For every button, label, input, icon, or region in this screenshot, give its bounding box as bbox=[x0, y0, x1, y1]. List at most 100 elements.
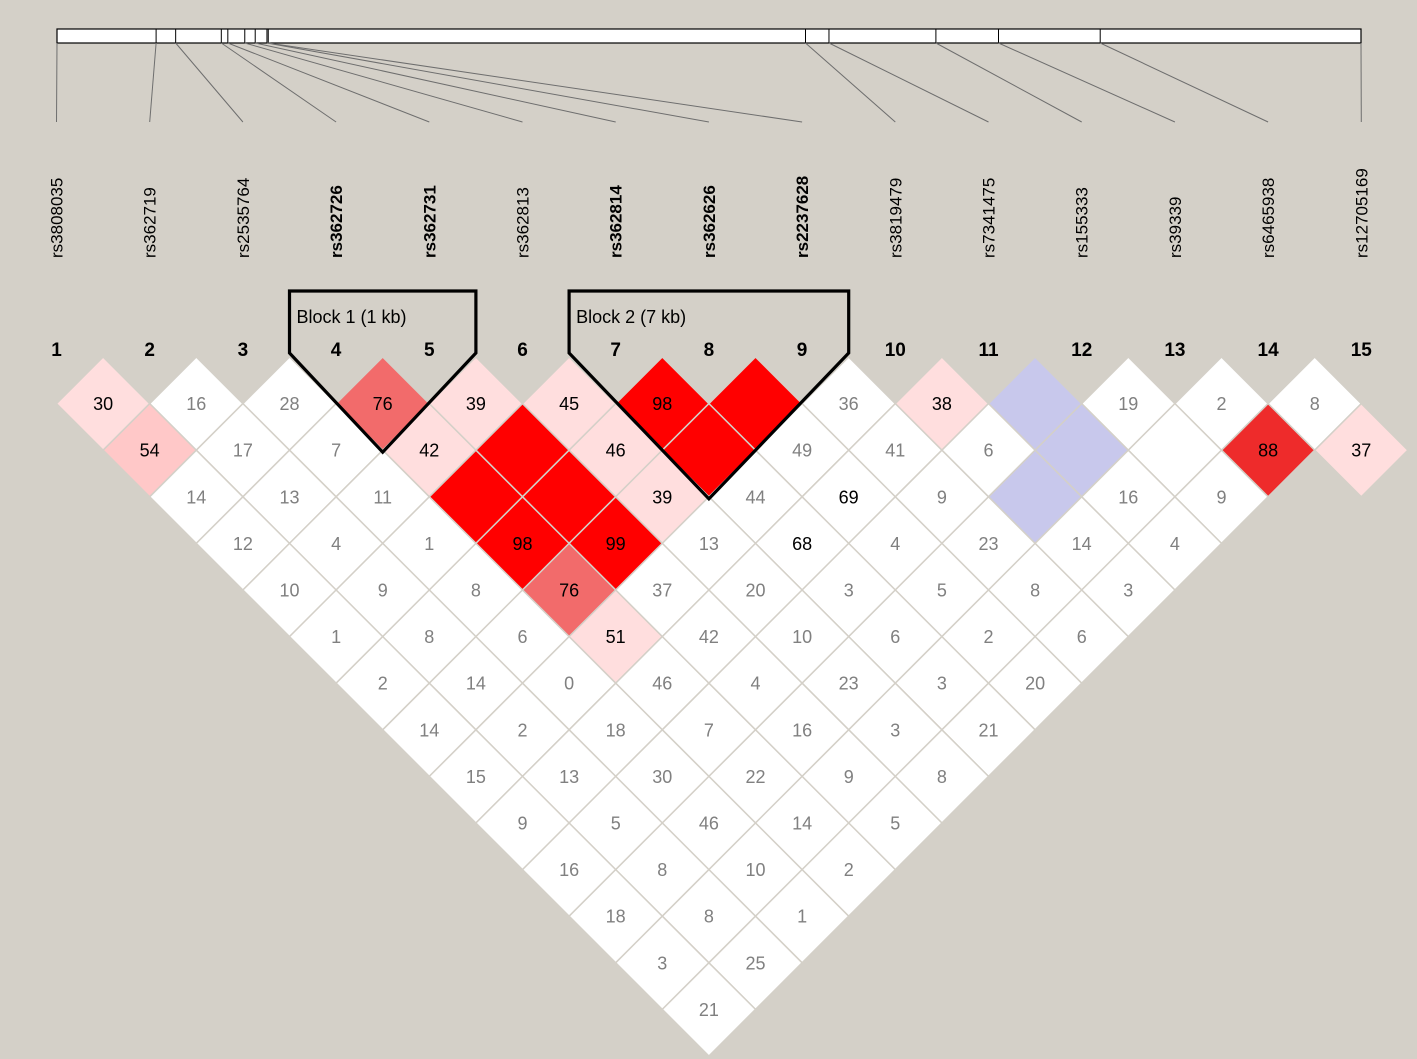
ld-cell bbox=[1313, 402, 1409, 498]
snp-connector-lines bbox=[56, 42, 1362, 123]
ld-cell-value: 49 bbox=[792, 441, 812, 461]
ld-cell-value: 3 bbox=[890, 720, 900, 740]
snp-connector bbox=[1099, 42, 1269, 123]
ld-cell-value: 10 bbox=[792, 627, 812, 647]
snp-name-label: rs2535764 bbox=[234, 178, 253, 258]
snp-name-label: rs155333 bbox=[1073, 187, 1092, 258]
ld-cell-value: 2 bbox=[517, 720, 527, 740]
ld-cell-value: 21 bbox=[699, 1000, 719, 1020]
snp-name-label: rs6465938 bbox=[1259, 178, 1278, 258]
ld-cell-value: 36 bbox=[839, 394, 859, 414]
ld-cell-value: 44 bbox=[745, 487, 765, 507]
snp-name-label: rs2237628 bbox=[793, 176, 812, 258]
ld-cell-value: 18 bbox=[606, 720, 626, 740]
snp-connector bbox=[268, 42, 803, 123]
ld-cell-value: 28 bbox=[279, 394, 299, 414]
ld-cell-value: 9 bbox=[844, 767, 854, 787]
ld-cell-value: 18 bbox=[606, 907, 626, 927]
ld-cell-value: 14 bbox=[466, 674, 486, 694]
ld-cell-value: 9 bbox=[517, 814, 527, 834]
snp-connector bbox=[805, 42, 896, 123]
ld-cell-value: 16 bbox=[792, 720, 812, 740]
ld-cell-value: 16 bbox=[1118, 487, 1138, 507]
snp-name-label: rs39339 bbox=[1166, 197, 1185, 258]
ld-cell-value: 7 bbox=[331, 441, 341, 461]
ld-cell-value: 1 bbox=[797, 907, 807, 927]
ld-cell-value: 20 bbox=[1025, 674, 1045, 694]
ld-cell-value: 16 bbox=[186, 394, 206, 414]
ld-cell-value: 46 bbox=[652, 674, 672, 694]
ld-cell-value: 8 bbox=[704, 907, 714, 927]
ld-cell-value: 98 bbox=[512, 534, 532, 554]
snp-name-label: rs362626 bbox=[700, 185, 719, 258]
ld-cell-value: 39 bbox=[652, 487, 672, 507]
ld-cell-value: 5 bbox=[890, 814, 900, 834]
snp-index-number: 2 bbox=[144, 340, 155, 361]
haplotype-block-outline bbox=[567, 289, 851, 502]
ld-cell-value: 1 bbox=[424, 534, 434, 554]
snp-connector bbox=[828, 42, 989, 123]
ld-cell-value: 8 bbox=[471, 581, 481, 601]
ld-cell-value: 8 bbox=[424, 627, 434, 647]
ld-cell-value: 76 bbox=[373, 394, 393, 414]
snp-index-number: 9 bbox=[797, 340, 808, 361]
ld-cell-value: 12 bbox=[233, 534, 253, 554]
ld-cell-value: 42 bbox=[699, 627, 719, 647]
ld-cell-value: 30 bbox=[652, 767, 672, 787]
ld-cell-value: 88 bbox=[1258, 441, 1278, 461]
ld-cell-value: 8 bbox=[1030, 581, 1040, 601]
ld-cell-value: 54 bbox=[140, 441, 160, 461]
ld-cell-value: 23 bbox=[839, 674, 859, 694]
snp-name-label: rs12705169 bbox=[1352, 168, 1371, 258]
snp-labels: rs3808035 rs362719 rs2535764 rs362726 rs3627… bbox=[48, 168, 1372, 258]
ld-cell-value: 69 bbox=[839, 487, 859, 507]
ld-cell-value: 13 bbox=[699, 534, 719, 554]
snp-name-label: rs362719 bbox=[141, 187, 160, 258]
ld-cell-value: 51 bbox=[606, 627, 626, 647]
ld-cell-value: 1 bbox=[331, 627, 341, 647]
gene-map-bar bbox=[56, 28, 1362, 44]
ld-cell-value: 39 bbox=[466, 394, 486, 414]
ld-cell-value: 13 bbox=[559, 767, 579, 787]
snp-connector bbox=[935, 42, 1082, 123]
ld-cell-value: 10 bbox=[279, 581, 299, 601]
ld-cell-value: 2 bbox=[1216, 394, 1226, 414]
ld-cell-value: 4 bbox=[890, 534, 900, 554]
snp-index-number: 7 bbox=[610, 340, 621, 361]
ld-cell-value: 23 bbox=[978, 534, 998, 554]
snp-connector bbox=[266, 42, 709, 123]
ld-cell-value: 3 bbox=[937, 674, 947, 694]
ld-cell-value: 2 bbox=[378, 674, 388, 694]
ld-cell-value: 6 bbox=[890, 627, 900, 647]
ld-cell-value: 20 bbox=[745, 581, 765, 601]
snp-index-number: 8 bbox=[704, 340, 715, 361]
ld-cell-value: 8 bbox=[1310, 394, 1320, 414]
snp-index-number: 6 bbox=[517, 340, 528, 361]
ld-cell-value: 9 bbox=[937, 487, 947, 507]
snp-index-number: 11 bbox=[978, 340, 999, 361]
ld-cell-value: 98 bbox=[652, 394, 672, 414]
ld-cell-value: 30 bbox=[93, 394, 113, 414]
haplotype-block-label: Block 2 (7 kb) bbox=[576, 307, 686, 327]
ld-cell-value: 8 bbox=[937, 767, 947, 787]
ld-cell-value: 3 bbox=[657, 953, 667, 973]
ld-cell-value: 6 bbox=[517, 627, 527, 647]
snp-name-label: rs3819479 bbox=[886, 178, 905, 258]
ld-cell-value: 0 bbox=[564, 674, 574, 694]
haplotype-block-label: Block 1 (1 kb) bbox=[297, 307, 407, 327]
snp-index-number: 15 bbox=[1351, 340, 1373, 361]
ld-cell-value: 25 bbox=[745, 953, 765, 973]
ld-cell-value: 7 bbox=[704, 720, 714, 740]
snp-index-number: 5 bbox=[424, 340, 435, 361]
ld-matrix: 30 16 28 76 39 45 98 36 38 19 2 854 17 7 42 46 49 41 6 88 37… bbox=[55, 355, 1409, 1058]
ld-cell-value: 38 bbox=[932, 394, 952, 414]
ld-cell-value: 14 bbox=[419, 720, 439, 740]
ld-cell-value: 14 bbox=[186, 487, 206, 507]
gene-map bbox=[56, 28, 1362, 44]
ld-cell-value: 14 bbox=[792, 814, 812, 834]
ld-cell-value: 46 bbox=[606, 441, 626, 461]
haplotype-blocks: Block 1 (1 kb) Block 2 (7 kb) bbox=[287, 289, 851, 502]
snp-connector bbox=[149, 42, 157, 123]
ld-cell-value: 13 bbox=[279, 487, 299, 507]
